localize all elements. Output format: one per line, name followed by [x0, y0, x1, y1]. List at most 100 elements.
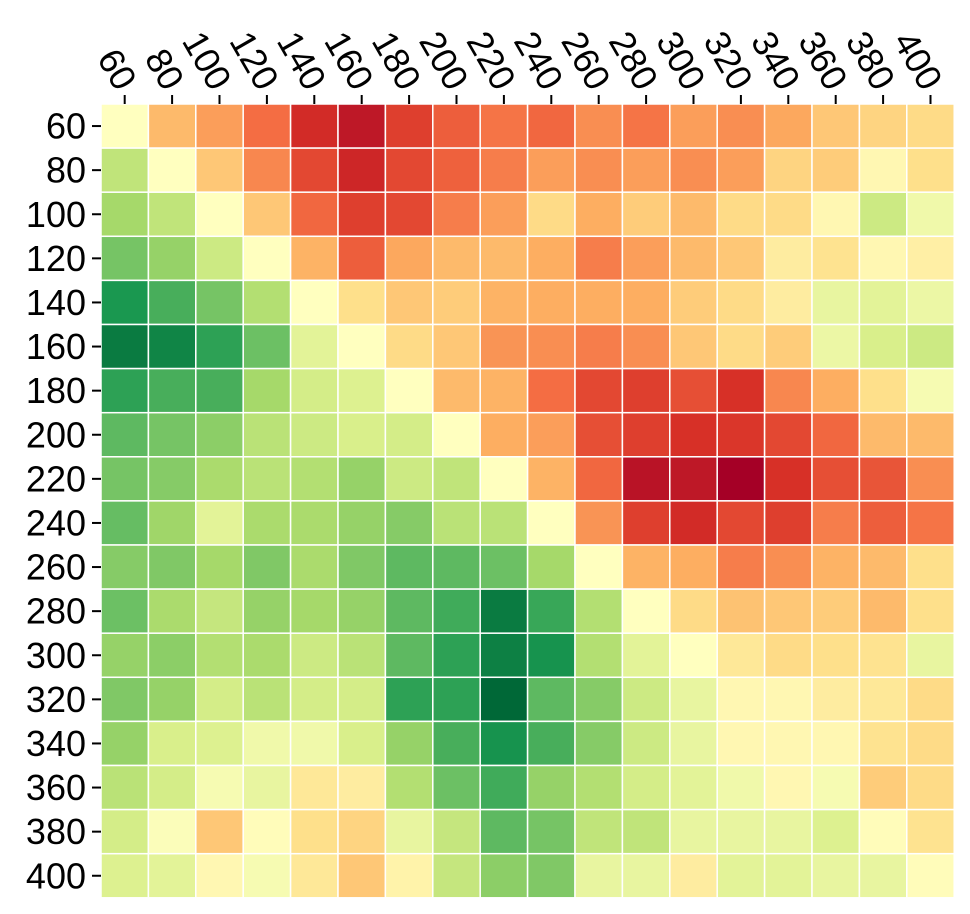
heatmap-cell	[195, 147, 244, 193]
heatmap-cell	[195, 235, 244, 282]
heatmap-cell	[337, 500, 387, 546]
heatmap-cell	[195, 764, 244, 811]
heatmap-cell	[574, 147, 624, 193]
heatmap-cell	[574, 456, 624, 502]
heatmap-cell	[147, 676, 197, 723]
heatmap-cell	[242, 456, 292, 502]
heatmap-cell	[242, 235, 292, 282]
heatmap-cell	[669, 147, 718, 193]
heatmap-cell	[195, 808, 244, 855]
heatmap-cell	[384, 235, 434, 282]
heatmap-cell	[100, 323, 150, 370]
heatmap-cell	[763, 852, 813, 899]
heatmap-cell	[100, 852, 150, 899]
heatmap-cell	[526, 676, 576, 723]
heatmap-cell	[337, 103, 387, 149]
heatmap-cell	[289, 367, 339, 414]
heatmap-cell	[526, 544, 576, 590]
heatmap-cell	[195, 411, 244, 458]
heatmap-cell	[479, 764, 529, 811]
heatmap-cell	[669, 720, 718, 767]
heatmap-cell	[716, 235, 766, 282]
heatmap-cell	[337, 147, 387, 193]
heatmap-cell	[337, 676, 387, 723]
heatmap-cell	[716, 411, 766, 458]
y-tick-label: 180	[26, 370, 86, 411]
heatmap-cell	[384, 808, 434, 855]
heatmap-cell	[906, 808, 955, 855]
heatmap-cell	[195, 544, 244, 590]
y-tick-label: 300	[26, 635, 86, 676]
heatmap-cell	[242, 411, 292, 458]
heatmap-cell	[100, 764, 150, 811]
heatmap-cell	[669, 852, 718, 899]
heatmap-cell	[337, 279, 387, 326]
heatmap-cell	[147, 632, 197, 679]
heatmap-cell	[289, 500, 339, 546]
heatmap-cell	[621, 367, 671, 414]
x-tick-label: 280	[601, 24, 667, 97]
heatmap-cell	[716, 720, 766, 767]
heatmap-cell	[811, 632, 861, 679]
heatmap-cell	[763, 676, 813, 723]
x-tick-label: 300	[648, 24, 714, 97]
heatmap-cell	[811, 147, 861, 193]
heatmap-cell	[621, 191, 671, 238]
heatmap-cell	[242, 323, 292, 370]
heatmap-cell	[242, 191, 292, 238]
heatmap-cell	[906, 852, 955, 899]
heatmap-cell	[147, 323, 197, 370]
heatmap-cell	[432, 808, 481, 855]
heatmap-cell	[384, 632, 434, 679]
heatmap-cell	[906, 147, 955, 193]
heatmap-cell	[621, 411, 671, 458]
heatmap-cell	[100, 588, 150, 634]
heatmap-cell	[100, 456, 150, 502]
heatmap-cell	[384, 500, 434, 546]
heatmap-cell	[716, 764, 766, 811]
heatmap-cell	[669, 103, 718, 149]
heatmap-cell	[811, 279, 861, 326]
heatmap-cell	[195, 279, 244, 326]
heatmap-cell	[479, 323, 529, 370]
heatmap-cell	[242, 764, 292, 811]
y-tick-label: 200	[26, 414, 86, 455]
x-tick-label: 260	[553, 24, 619, 97]
heatmap-cell	[432, 367, 481, 414]
heatmap-cell	[906, 323, 955, 370]
heatmap-cell	[669, 588, 718, 634]
x-tick-label: 120	[222, 24, 288, 97]
heatmap-cell	[147, 103, 197, 149]
heatmap-cell	[669, 367, 718, 414]
heatmap-cell	[289, 103, 339, 149]
heatmap-cell	[526, 147, 576, 193]
heatmap-cell	[432, 500, 481, 546]
heatmap-cell	[147, 500, 197, 546]
heatmap-cell	[479, 808, 529, 855]
heatmap-cell	[242, 279, 292, 326]
heatmap-cell	[289, 235, 339, 282]
heatmap-cell	[242, 720, 292, 767]
heatmap-cell	[479, 676, 529, 723]
heatmap-cell	[526, 367, 576, 414]
heatmap-cell	[479, 279, 529, 326]
heatmap-cell	[574, 279, 624, 326]
y-tick-label: 140	[26, 282, 86, 323]
heatmap-cell	[195, 588, 244, 634]
y-tick-label: 100	[26, 194, 86, 235]
heatmap-cell	[574, 367, 624, 414]
heatmap-cell	[289, 456, 339, 502]
heatmap-cell	[621, 500, 671, 546]
heatmap-cell	[289, 323, 339, 370]
heatmap-cell	[574, 323, 624, 370]
heatmap-cell	[716, 544, 766, 590]
y-tick-label: 160	[26, 326, 86, 367]
heatmap-cell	[621, 544, 671, 590]
heatmap-cell	[337, 456, 387, 502]
heatmap-cell	[858, 544, 908, 590]
heatmap-cell	[669, 279, 718, 326]
heatmap-cell	[432, 147, 481, 193]
heatmap-cell	[147, 720, 197, 767]
x-tick-label: 220	[459, 24, 525, 97]
x-tick-label: 380	[838, 24, 904, 97]
